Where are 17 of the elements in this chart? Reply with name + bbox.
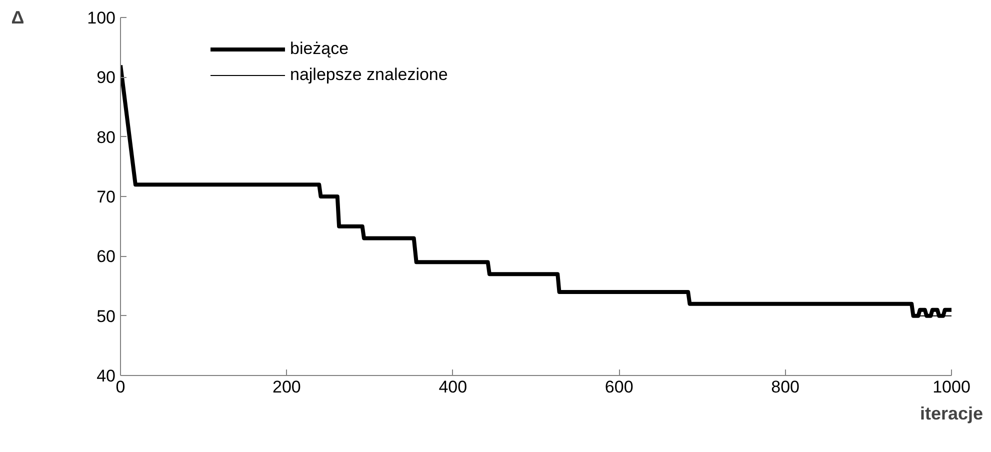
y-axis-title: Δ: [11, 8, 24, 28]
y-tick-label: 100: [87, 8, 116, 28]
x-axis-title: iteracje: [920, 404, 984, 424]
y-tick-label: 90: [96, 68, 116, 88]
x-tick-label: 800: [771, 378, 800, 396]
y-tick-label: 80: [96, 128, 116, 147]
legend-label: najlepsze znalezione: [290, 65, 448, 85]
x-tick-label: 600: [604, 378, 634, 396]
y-tick-label: 60: [96, 247, 116, 266]
y-tick-label: 70: [96, 188, 116, 206]
x-tick-label: 1000: [932, 378, 970, 396]
x-tick-label: 200: [272, 378, 301, 396]
x-tick-label: 0: [116, 378, 126, 396]
y-tick-label: 40: [96, 366, 116, 386]
x-tick-label: 400: [438, 378, 468, 396]
y-tick-label: 50: [96, 306, 116, 326]
legend-label: bieżące: [290, 39, 349, 59]
